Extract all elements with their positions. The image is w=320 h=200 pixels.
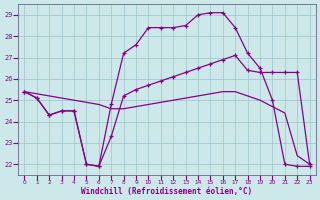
X-axis label: Windchill (Refroidissement éolien,°C): Windchill (Refroidissement éolien,°C) xyxy=(82,187,252,196)
